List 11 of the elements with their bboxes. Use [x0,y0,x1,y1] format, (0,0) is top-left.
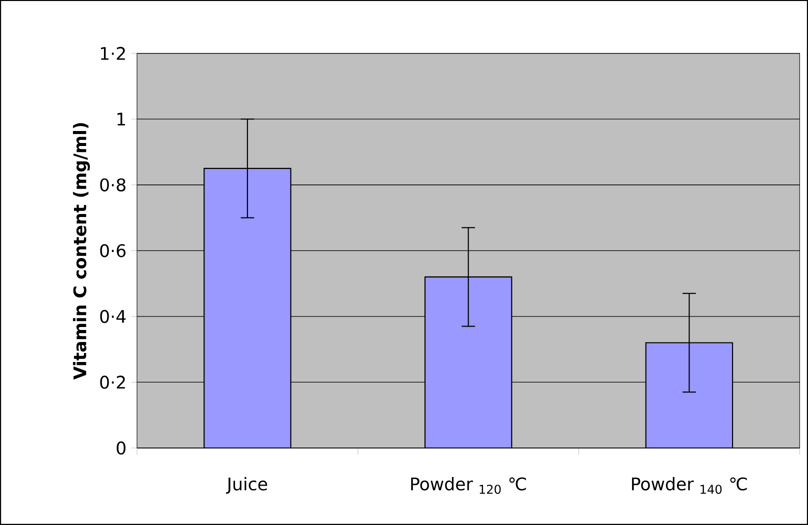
x-tick-label: Juice [226,477,268,494]
x-tick-label: Powder $_{140}$ ℃ [632,477,747,494]
y-tick-label: 0 [116,441,126,455]
y-axis-title: Vitamin C content (mg/ml) [72,123,90,380]
y-tick-label: 0·6 [100,244,126,258]
y-tick-label: 0·2 [100,376,125,389]
y-tick-label: 1·2 [100,46,125,60]
y-tick-label: 0·8 [100,178,126,192]
y-tick-label: 1 [117,112,126,126]
x-tick-label: Powder $_{120}$ ℃ [411,477,526,494]
y-tick-label: 0·4 [100,310,126,323]
